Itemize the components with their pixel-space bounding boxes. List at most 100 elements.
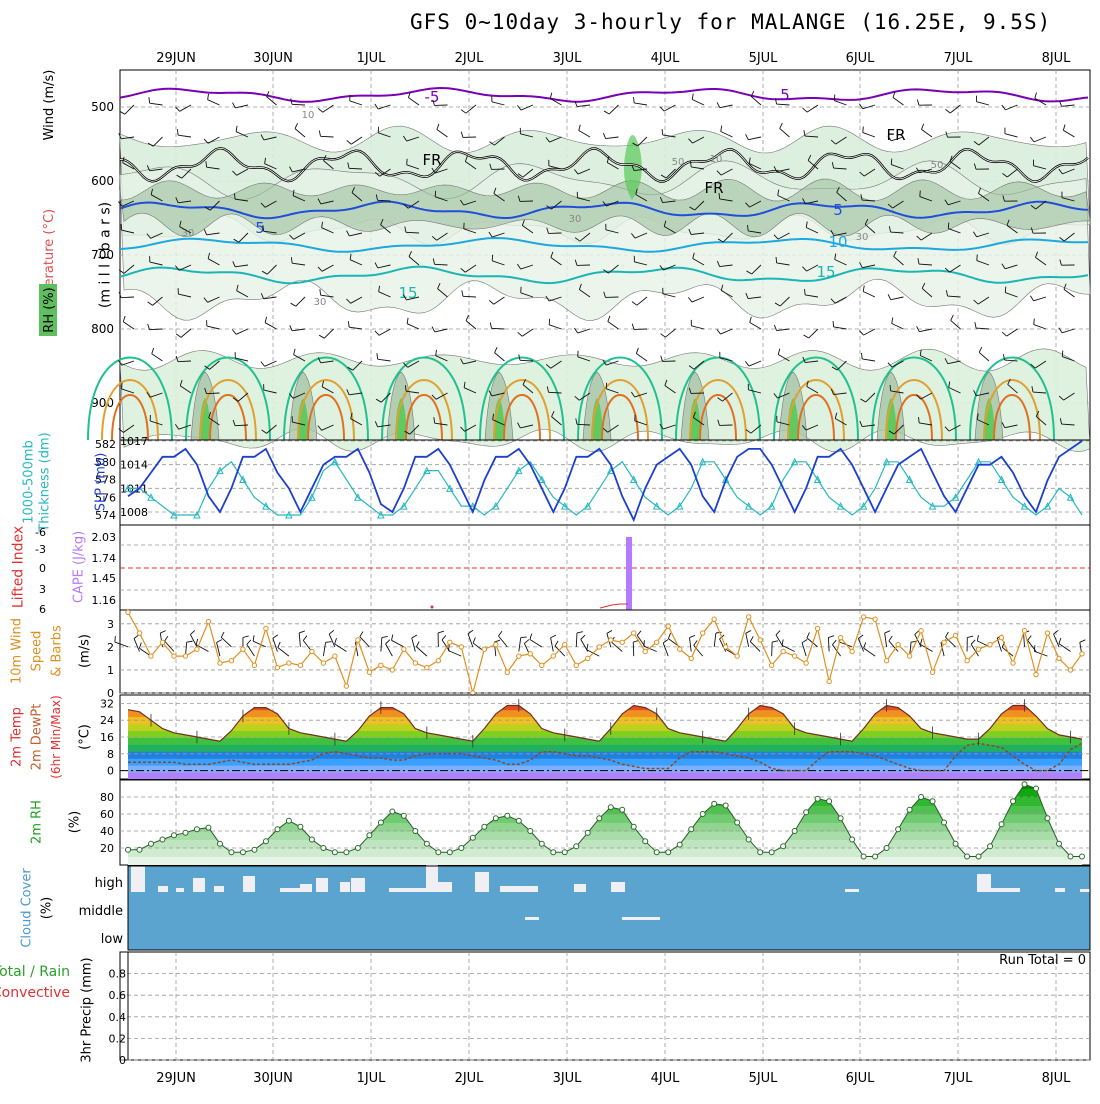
pressure-tick-label: 500 (91, 100, 114, 114)
cloud-axis-label: (%) (39, 897, 54, 920)
wind-barb-flag (587, 644, 588, 650)
wind-speed-point (781, 649, 785, 653)
wind-barb-flag (951, 315, 954, 320)
precip-tick-label: 0.2 (109, 1032, 127, 1045)
wind-speed-point (655, 640, 659, 644)
rh-point (171, 833, 176, 838)
wind-barb-flag (577, 632, 583, 633)
wind-barb (150, 103, 163, 105)
wind-speed-point (873, 617, 877, 621)
wind-speed-point (1080, 652, 1084, 656)
wind-barb (606, 137, 619, 139)
lifted-index-tick-label: 6 (39, 603, 46, 616)
wind-barb (665, 329, 675, 337)
wind-barb-flag (888, 294, 891, 299)
rh-point (217, 841, 222, 846)
rh-point (896, 827, 901, 832)
wind-speed-point (1022, 629, 1026, 633)
wind-barb-flag (518, 332, 523, 336)
top-date-label: 5JUL (749, 51, 779, 66)
rh-color-band (120, 789, 1090, 798)
wind-barb (858, 639, 863, 652)
wind-axis-label: & Barbs (49, 625, 64, 677)
wind-barb-flag (462, 290, 463, 296)
wind-tick-label: 2 (107, 641, 114, 654)
wind-barb-flag (750, 317, 752, 323)
wind-barb-flag (438, 631, 444, 633)
wind-barb-flag (632, 324, 634, 330)
cape-axis-label-line: CAPE (J/kg) (71, 531, 86, 603)
wind-barb (864, 329, 875, 335)
wind-10m-panel-frame (120, 610, 1090, 693)
wind-barb-flag (290, 325, 292, 331)
wind-barb-flag (320, 289, 321, 295)
rh-color-band (120, 780, 1090, 789)
wind-barb (323, 642, 325, 656)
wind-barb-flag (719, 193, 720, 199)
rh-units-label: (%) (67, 811, 82, 834)
wind-barb (494, 297, 505, 304)
contour-label: FR (704, 179, 723, 197)
wind-speed-point (402, 647, 406, 651)
wind-speed-point (436, 659, 440, 663)
wind-barb (578, 329, 590, 333)
wind-barb (391, 640, 403, 647)
wind-barb-flag (1030, 137, 1034, 142)
wind-barb-flag (772, 641, 778, 642)
rh-point (413, 829, 418, 834)
bottom-date-label: 7JUL (944, 1071, 974, 1086)
wind-speed-point (172, 654, 176, 658)
rh-point (620, 807, 625, 812)
rh-point (942, 820, 947, 825)
rh-point (666, 850, 671, 855)
cape-tick-label: 1.16 (92, 594, 117, 607)
cloud-high-bar (176, 888, 184, 892)
wind-barb (749, 361, 761, 366)
rh-point (597, 816, 602, 821)
bottom-date-label: 2JUL (455, 1071, 485, 1086)
rh-point (1022, 782, 1027, 787)
cloud-axis-label-line: Cloud Cover (19, 868, 34, 948)
rh-color-band (120, 797, 1090, 806)
wind-barb-flag (149, 97, 150, 103)
wind-barb-flag (1034, 645, 1035, 651)
rh-point (298, 824, 303, 829)
contour-label: 30 (314, 297, 327, 308)
wind-barb-flag (550, 93, 552, 99)
wind-barb (207, 326, 220, 329)
wind-speed-point (379, 663, 383, 667)
wind-speed-point (746, 615, 750, 619)
wind-barb-flag (975, 322, 976, 328)
wind-barb (329, 634, 335, 647)
wind-barb (663, 643, 668, 656)
wind-barb (809, 329, 818, 338)
wind-speed-point (597, 645, 601, 649)
bottom-date-label: 5JUL (749, 1071, 779, 1086)
thickness-axis-label-line: Thickness (dm) (37, 432, 52, 532)
cloud-high-bar (475, 872, 489, 892)
cloud-high-bar (990, 888, 1020, 892)
temp-color-band (120, 710, 1090, 717)
wind-speed-point (1011, 661, 1015, 665)
wind-speed-point (838, 635, 842, 639)
wind-speed-point (528, 652, 532, 656)
cloud-high-bar (389, 888, 429, 892)
rh-point (1034, 786, 1039, 791)
wind-speed-point (976, 647, 980, 651)
cloud-tick-label: low (101, 932, 124, 947)
wind-barb (122, 361, 134, 365)
wind-barb-flag (187, 641, 193, 642)
wind-barb (1034, 137, 1046, 142)
wind-barb-flag (632, 302, 637, 306)
wind-speed-point (252, 663, 256, 667)
contour-label: 50 (931, 160, 944, 171)
cape-tick-label: 2.03 (92, 531, 117, 544)
wind-barb-flag (691, 161, 692, 167)
wind-barb (777, 104, 790, 105)
rh-color-band (120, 848, 1090, 857)
wind-barb (386, 644, 393, 656)
wind-speed-point (609, 638, 613, 642)
wind-barb-flag (253, 635, 254, 641)
